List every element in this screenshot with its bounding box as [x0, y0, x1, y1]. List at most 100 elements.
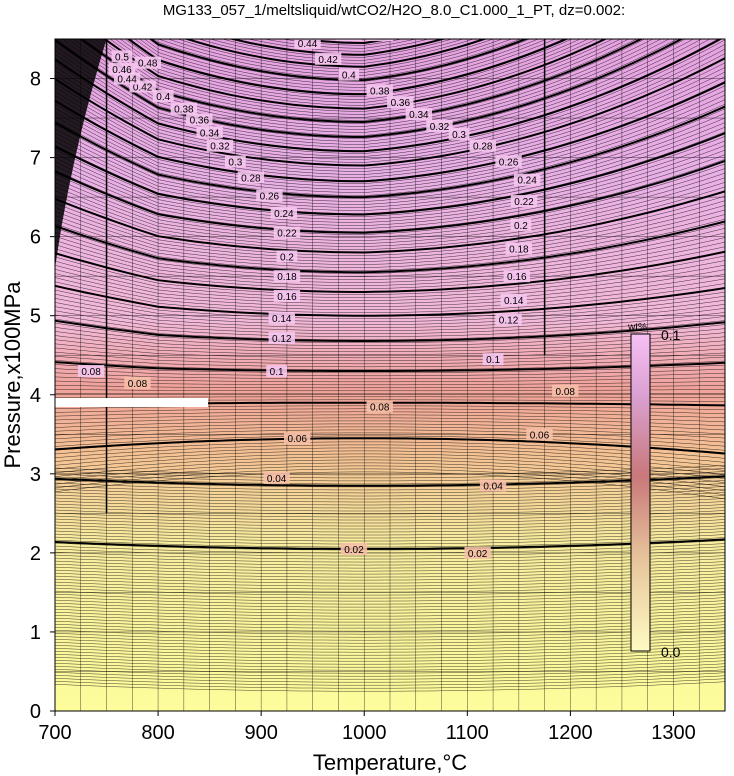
contour-label: 0.3: [224, 155, 246, 169]
contour-label-bg: [505, 242, 533, 255]
contour-label-bg: [196, 126, 223, 139]
contour-label-bg: [448, 127, 470, 140]
contour-label-text: 0.3: [228, 158, 242, 169]
x-tick-label: 1000: [342, 722, 387, 744]
contour-label-text: 0.08: [128, 379, 148, 390]
y-tick-label: 8: [30, 69, 41, 91]
contour-label-bg: [479, 479, 507, 492]
contour-label-text: 0.12: [272, 334, 292, 345]
contour-label: 0.08: [552, 384, 579, 398]
x-axis-title: Temperature,°C: [313, 750, 467, 775]
contour-label-text: 0.18: [277, 272, 297, 283]
contour-label-text: 0.46: [277, 23, 297, 34]
contour-label: 0.02: [340, 542, 368, 556]
contour-label-text: 0.18: [509, 245, 529, 256]
contour-label-text: 0.26: [260, 192, 280, 203]
contour-label-text: 0.46: [112, 65, 132, 76]
contour-label-bg: [338, 68, 360, 81]
contour-label-text: 0.48: [138, 59, 158, 70]
contour-label-bg: [273, 270, 301, 283]
contour-label: 0.14: [500, 293, 527, 307]
contour-label-text: 0.44: [117, 75, 137, 86]
contour-label-bg: [224, 155, 246, 168]
colorbar-max-label: 0.1: [661, 327, 681, 343]
contour-label-text: 0.1: [486, 355, 500, 366]
contour-label: 0.14: [268, 312, 295, 325]
contour-label: 0.08: [366, 400, 393, 414]
contour-label-text: 0.2: [280, 252, 294, 263]
contour-label-text: 0.38: [370, 86, 390, 97]
contour-label: 0.26: [256, 189, 283, 203]
chart-title: MG133_057_1/meltsliquid/wtCO2/H2O_8.0_C1…: [163, 2, 625, 19]
contour-label-text: 0.02: [344, 545, 364, 556]
contour-label-bg: [510, 218, 532, 231]
contour-label: 0.36: [387, 96, 414, 109]
contour-label-bg: [387, 96, 414, 109]
contour-label-text: 0.48: [370, 31, 390, 42]
contour-label: 0.44: [294, 39, 321, 50]
contour-label-text: 0.08: [81, 367, 101, 378]
contour-label-bg: [134, 56, 161, 69]
contour-label-bg: [482, 353, 504, 366]
contour-label-bg: [284, 432, 311, 445]
contour-label-text: 0.06: [287, 434, 307, 445]
contour-label-bg: [256, 189, 283, 202]
contour-label-text: 0.4: [156, 92, 170, 103]
contour-label-bg: [263, 471, 290, 484]
contour-label-text: 0.44: [298, 39, 318, 50]
contour-label-text: 0.14: [272, 314, 292, 325]
contour-label-text: 0.2: [514, 221, 528, 232]
contour-label-bg: [469, 139, 496, 152]
contour-label-text: 0.14: [504, 296, 524, 307]
contour-label: 0.36: [186, 113, 213, 127]
contour-label-text: 0.5: [115, 52, 129, 63]
contour-label-bg: [266, 365, 288, 378]
contour-label-bg: [268, 312, 295, 325]
contour-label-bg: [108, 63, 136, 76]
contour-label: 0.46: [274, 21, 300, 34]
contour-label-bg: [77, 365, 105, 378]
contour-label-text: 0.06: [530, 430, 550, 441]
contour-label: 0.34: [196, 126, 223, 139]
data-gap-band: [55, 398, 208, 407]
contour-label-bg: [274, 21, 300, 33]
contour-label-text: 0.42: [318, 55, 338, 66]
contour-label-text: 0.3: [452, 130, 466, 141]
contour-label: 0.06: [526, 428, 553, 441]
contour-label: 0.22: [273, 226, 301, 240]
contour-label: 0.28: [469, 139, 496, 153]
contour-label-bg: [464, 546, 491, 559]
y-axis-title: Pressure,x100MPa: [0, 281, 25, 469]
contour-label: 0.4: [152, 89, 174, 103]
contour-label-text: 0.12: [499, 316, 519, 327]
contour-label-bg: [314, 52, 342, 65]
contour-label-text: 0.32: [430, 122, 450, 133]
contour-label: 0.22: [510, 195, 538, 208]
y-tick-label: 3: [30, 464, 41, 486]
contour-label-text: 0.42: [133, 82, 153, 93]
contour-label-text: 0.16: [507, 272, 527, 283]
contour-label-text: 0.4: [342, 71, 356, 82]
contour-label-bg: [503, 270, 530, 283]
contour-label: 0.12: [268, 331, 295, 345]
contour-label-bg: [340, 542, 368, 555]
x-tick-label: 800: [141, 722, 174, 744]
contour-label-bg: [237, 171, 265, 184]
contour-label-bg: [510, 195, 538, 208]
contour-label-text: 0.28: [473, 142, 493, 153]
contour-label-text: 0.08: [555, 387, 575, 398]
contour-label-bg: [426, 119, 453, 132]
contour-label-text: 0.24: [274, 209, 294, 220]
contour-label-text: 0.38: [174, 105, 194, 116]
contour-label: 0.26: [495, 155, 522, 169]
y-tick-label: 4: [30, 385, 41, 407]
y-tick-label: 2: [30, 543, 41, 565]
x-tick-label: 700: [38, 722, 71, 744]
contour-label: 0.5: [111, 50, 133, 63]
contour-label: 0.46: [108, 63, 136, 76]
contour-label: 0.34: [405, 108, 433, 121]
colorbar-min-label: 0.0: [661, 644, 681, 660]
contour-label-bg: [124, 376, 151, 389]
y-tick-label: 1: [30, 622, 41, 644]
contour-label-text: 0.32: [210, 142, 230, 153]
